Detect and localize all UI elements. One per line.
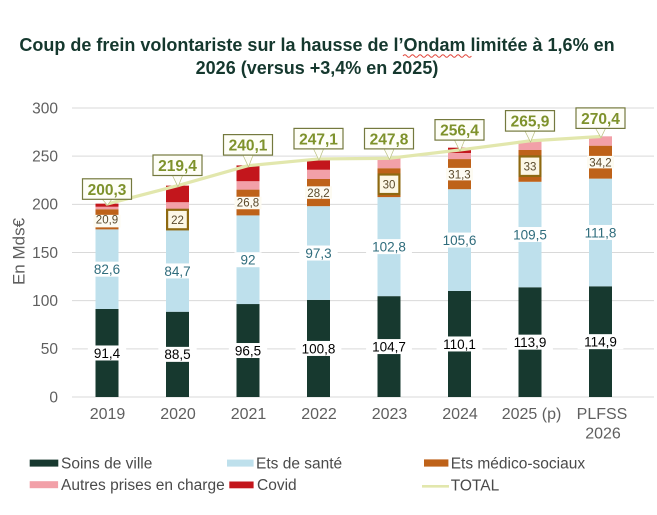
svg-text:Covid: Covid [257, 477, 297, 494]
svg-text:2019: 2019 [90, 406, 126, 423]
svg-text:2025 (p): 2025 (p) [502, 406, 562, 423]
svg-text:33: 33 [524, 161, 537, 173]
svg-text:82,6: 82,6 [94, 262, 120, 277]
svg-text:34,2: 34,2 [589, 157, 611, 169]
svg-text:84,7: 84,7 [164, 264, 190, 279]
svg-text:2020: 2020 [160, 406, 196, 423]
svg-text:2023: 2023 [372, 406, 408, 423]
svg-text:En Mds€: En Mds€ [10, 217, 29, 285]
svg-text:PLFSS: PLFSS [577, 406, 628, 423]
svg-text:26,8: 26,8 [237, 198, 259, 210]
svg-text:2022: 2022 [301, 406, 337, 423]
svg-text:50: 50 [41, 341, 59, 358]
svg-text:200,3: 200,3 [88, 182, 127, 199]
svg-text:270,4: 270,4 [581, 111, 620, 128]
svg-text:109,5: 109,5 [513, 227, 547, 242]
svg-text:2026 (versus +3,4% en 2025): 2026 (versus +3,4% en 2025) [196, 58, 439, 78]
svg-text:30: 30 [383, 179, 396, 191]
svg-text:256,4: 256,4 [440, 123, 479, 140]
svg-text:91,4: 91,4 [94, 346, 121, 361]
svg-text:88,5: 88,5 [164, 347, 190, 362]
svg-text:111,8: 111,8 [585, 225, 617, 240]
svg-text:114,9: 114,9 [584, 334, 617, 349]
svg-text:Autres prises en charge: Autres prises en charge [61, 477, 225, 494]
svg-text:22: 22 [171, 215, 184, 227]
svg-text:300: 300 [32, 100, 58, 117]
svg-text:110,1: 110,1 [443, 337, 476, 352]
svg-text:100: 100 [32, 293, 58, 310]
svg-text:247,8: 247,8 [370, 131, 409, 148]
svg-text:102,8: 102,8 [372, 239, 406, 254]
svg-text:100,8: 100,8 [302, 341, 336, 356]
svg-text:2021: 2021 [231, 406, 267, 423]
svg-text:28,2: 28,2 [307, 188, 329, 200]
svg-text:104,7: 104,7 [372, 339, 406, 354]
svg-text:240,1: 240,1 [229, 138, 268, 155]
svg-text:Coup de frein volontariste sur: Coup de frein volontariste sur la hausse… [19, 35, 614, 55]
svg-text:2024: 2024 [442, 406, 478, 423]
svg-text:2026: 2026 [585, 426, 621, 443]
svg-text:Soins de ville: Soins de ville [61, 455, 152, 472]
svg-text:265,9: 265,9 [511, 114, 550, 131]
svg-text:97,3: 97,3 [305, 246, 331, 261]
svg-text:250: 250 [32, 148, 58, 165]
svg-text:Ets de santé: Ets de santé [256, 455, 342, 472]
svg-text:0: 0 [49, 389, 58, 406]
svg-text:Ets médico-sociaux: Ets médico-sociaux [451, 455, 586, 472]
svg-text:150: 150 [32, 245, 58, 262]
svg-text:105,6: 105,6 [443, 233, 477, 248]
svg-text:31,3: 31,3 [448, 169, 470, 181]
svg-text:200: 200 [32, 197, 58, 214]
svg-text:TOTAL: TOTAL [451, 478, 500, 495]
svg-text:96,5: 96,5 [235, 343, 261, 358]
svg-text:20,9: 20,9 [96, 215, 118, 227]
svg-text:219,4: 219,4 [158, 158, 197, 175]
svg-text:247,1: 247,1 [299, 131, 338, 148]
svg-text:113,9: 113,9 [514, 335, 547, 350]
svg-text:92: 92 [240, 253, 255, 268]
